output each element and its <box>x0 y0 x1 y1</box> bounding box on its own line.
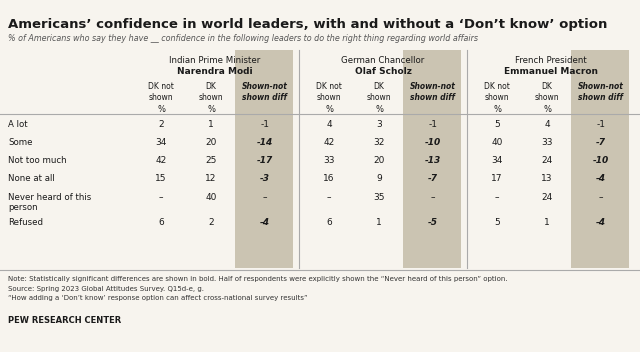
Text: Not too much: Not too much <box>8 156 67 165</box>
Text: Some: Some <box>8 138 33 147</box>
Text: -1: -1 <box>429 120 438 129</box>
Text: -4: -4 <box>260 218 270 227</box>
Text: 24: 24 <box>541 156 552 165</box>
Text: 35: 35 <box>373 193 385 202</box>
Text: Americans’ confidence in world leaders, with and without a ‘Don’t know’ option: Americans’ confidence in world leaders, … <box>8 18 607 31</box>
Text: 40: 40 <box>492 138 502 147</box>
Text: Emmanuel Macron: Emmanuel Macron <box>504 67 598 76</box>
Text: %: % <box>325 105 333 114</box>
Text: -5: -5 <box>428 218 438 227</box>
Text: 34: 34 <box>492 156 502 165</box>
Text: 5: 5 <box>494 218 500 227</box>
Text: DK not
shown: DK not shown <box>484 82 510 102</box>
Text: –: – <box>599 193 604 202</box>
Text: -13: -13 <box>425 156 441 165</box>
Text: %: % <box>543 105 551 114</box>
Text: German Chancellor: German Chancellor <box>341 56 424 65</box>
Text: DK
shown: DK shown <box>367 82 391 102</box>
Text: %: % <box>157 105 165 114</box>
Text: -4: -4 <box>596 174 606 183</box>
Text: 34: 34 <box>156 138 166 147</box>
Text: 33: 33 <box>541 138 553 147</box>
Text: Indian Prime Minister: Indian Prime Minister <box>170 56 260 65</box>
Text: -1: -1 <box>260 120 269 129</box>
Text: DK
shown: DK shown <box>198 82 223 102</box>
Text: 4: 4 <box>544 120 550 129</box>
Text: –: – <box>327 193 332 202</box>
Text: –: – <box>263 193 268 202</box>
Text: -10: -10 <box>425 138 441 147</box>
Text: 1: 1 <box>544 218 550 227</box>
Text: PEW RESEARCH CENTER: PEW RESEARCH CENTER <box>8 316 121 325</box>
Text: %: % <box>493 105 501 114</box>
Text: French President: French President <box>515 56 587 65</box>
Bar <box>403 50 461 268</box>
Text: 33: 33 <box>323 156 335 165</box>
Text: 42: 42 <box>323 138 335 147</box>
Text: Shown-not
shown diff: Shown-not shown diff <box>578 82 624 102</box>
Text: Source: Spring 2023 Global Attitudes Survey. Q15d-e, g.: Source: Spring 2023 Global Attitudes Sur… <box>8 286 204 292</box>
Text: Narendra Modi: Narendra Modi <box>177 67 253 76</box>
Text: 6: 6 <box>158 218 164 227</box>
Text: 3: 3 <box>376 120 382 129</box>
Text: A lot: A lot <box>8 120 28 129</box>
Text: –: – <box>495 193 499 202</box>
Text: 4: 4 <box>326 120 332 129</box>
Text: -14: -14 <box>257 138 273 147</box>
Text: 20: 20 <box>205 138 217 147</box>
Text: 2: 2 <box>158 120 164 129</box>
Text: 16: 16 <box>323 174 335 183</box>
Text: -4: -4 <box>596 218 606 227</box>
Text: Refused: Refused <box>8 218 43 227</box>
Text: -10: -10 <box>593 156 609 165</box>
Text: -17: -17 <box>257 156 273 165</box>
Text: -7: -7 <box>428 174 438 183</box>
Text: Never heard of this
person: Never heard of this person <box>8 193 92 212</box>
Text: -7: -7 <box>596 138 606 147</box>
Text: 6: 6 <box>326 218 332 227</box>
Text: 20: 20 <box>373 156 385 165</box>
Bar <box>235 50 293 268</box>
Text: 1: 1 <box>376 218 382 227</box>
Text: Olaf Scholz: Olaf Scholz <box>355 67 412 76</box>
Text: “How adding a ‘Don’t know’ response option can affect cross-national survey resu: “How adding a ‘Don’t know’ response opti… <box>8 295 308 301</box>
Text: –: – <box>431 193 435 202</box>
Text: -3: -3 <box>260 174 270 183</box>
Text: 17: 17 <box>492 174 503 183</box>
Text: 25: 25 <box>205 156 217 165</box>
Text: 1: 1 <box>208 120 214 129</box>
Text: Shown-not
shown diff: Shown-not shown diff <box>242 82 288 102</box>
Text: 40: 40 <box>205 193 217 202</box>
Text: 13: 13 <box>541 174 553 183</box>
Text: 9: 9 <box>376 174 382 183</box>
Text: % of Americans who say they have __ confidence in the following leaders to do th: % of Americans who say they have __ conf… <box>8 34 478 43</box>
Text: %: % <box>375 105 383 114</box>
Text: 12: 12 <box>205 174 217 183</box>
Text: Shown-not
shown diff: Shown-not shown diff <box>410 82 456 102</box>
Text: %: % <box>207 105 215 114</box>
Text: 15: 15 <box>156 174 167 183</box>
Text: DK not
shown: DK not shown <box>316 82 342 102</box>
Text: –: – <box>159 193 163 202</box>
Text: Note: Statistically significant differences are shown in bold. Half of responden: Note: Statistically significant differen… <box>8 276 508 282</box>
Text: -1: -1 <box>596 120 605 129</box>
Text: 42: 42 <box>156 156 166 165</box>
Text: None at all: None at all <box>8 174 55 183</box>
Text: DK not
shown: DK not shown <box>148 82 174 102</box>
Text: 2: 2 <box>208 218 214 227</box>
Text: DK
shown: DK shown <box>534 82 559 102</box>
Text: 5: 5 <box>494 120 500 129</box>
Text: 32: 32 <box>373 138 385 147</box>
Text: 24: 24 <box>541 193 552 202</box>
Bar <box>571 50 629 268</box>
